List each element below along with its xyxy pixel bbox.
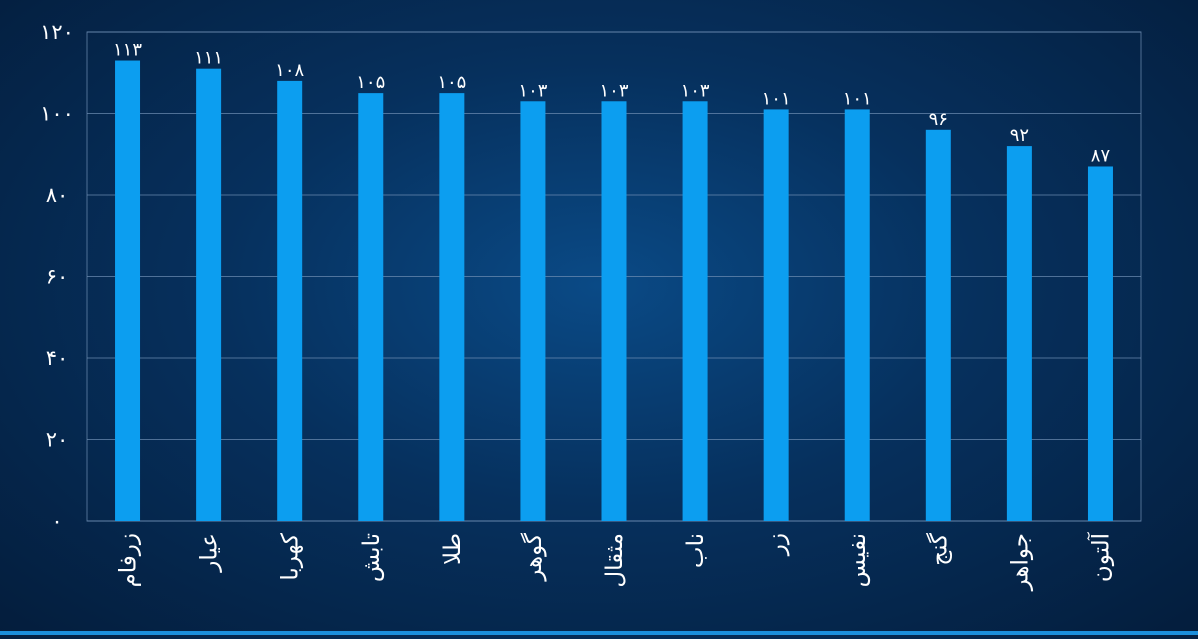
bar: [1007, 146, 1032, 521]
bar-value-label: ۱۰۳: [681, 80, 710, 101]
bar: [926, 130, 951, 521]
bar-value-label: ۸۷: [1091, 145, 1111, 166]
x-tick-label: زر: [764, 533, 790, 556]
bars: [115, 61, 1113, 521]
x-tick-label: نفیس: [845, 533, 871, 587]
bar: [358, 93, 383, 521]
y-tick-label: ۸۰: [46, 183, 69, 207]
bar-value-label: ۱۰۵: [437, 72, 466, 93]
bar: [520, 101, 545, 521]
x-tick-label: زرفام: [116, 533, 142, 587]
y-axis-ticks: ۰ ۲۰ ۴۰ ۶۰ ۸۰ ۱۰۰ ۱۲۰: [40, 20, 74, 533]
bar-value-label: ۱۰۱: [843, 88, 872, 109]
bar-value-label: ۱۱۳: [113, 40, 142, 61]
y-tick-label: ۱۲۰: [40, 20, 74, 44]
bar-value-label: ۱۰۸: [275, 60, 304, 81]
x-axis-ticks: زرفام عیار کهربا تابش طلا گوهر مثقال ناب زر نفیس گ…: [116, 531, 1115, 591]
bar: [196, 69, 221, 521]
x-tick-label: عیار: [197, 533, 223, 573]
bar-value-label: ۱۰۵: [356, 72, 385, 93]
bar: [1088, 166, 1113, 521]
y-tick-label: ۶۰: [46, 265, 69, 289]
y-tick-label: ۴۰: [46, 346, 69, 370]
bar: [277, 81, 302, 521]
y-tick-label: ۰: [51, 509, 62, 533]
x-tick-label: کهربا: [278, 533, 304, 581]
bottom-accent-stripe: [0, 631, 1198, 635]
x-tick-label: آلتون: [1086, 531, 1114, 582]
bar-value-label: ۱۱۱: [194, 48, 223, 69]
x-tick-label: تابش: [359, 533, 385, 582]
bar-value-label: ۱۰۱: [762, 88, 791, 109]
bar-value-label: ۱۰۳: [518, 80, 547, 101]
bar-value-label: ۹۲: [1010, 125, 1029, 146]
bar: [602, 101, 627, 521]
y-tick-label: ۱۰۰: [40, 102, 74, 126]
x-tick-label: جواهر: [1007, 533, 1033, 591]
bar-value-label: ۱۰۳: [599, 80, 628, 101]
bar: [683, 101, 708, 521]
y-tick-label: ۲۰: [46, 428, 69, 452]
bar-value-label: ۹۶: [929, 109, 948, 130]
x-tick-label: ناب: [683, 533, 709, 568]
x-tick-label: گوهر: [520, 533, 547, 582]
bar: [439, 93, 464, 521]
x-tick-label: طلا: [440, 533, 466, 565]
bar: [115, 61, 140, 521]
bar: [845, 109, 870, 521]
x-tick-label: مثقال: [602, 533, 628, 588]
x-tick-label: گنج: [925, 533, 952, 566]
bar: [764, 109, 789, 521]
